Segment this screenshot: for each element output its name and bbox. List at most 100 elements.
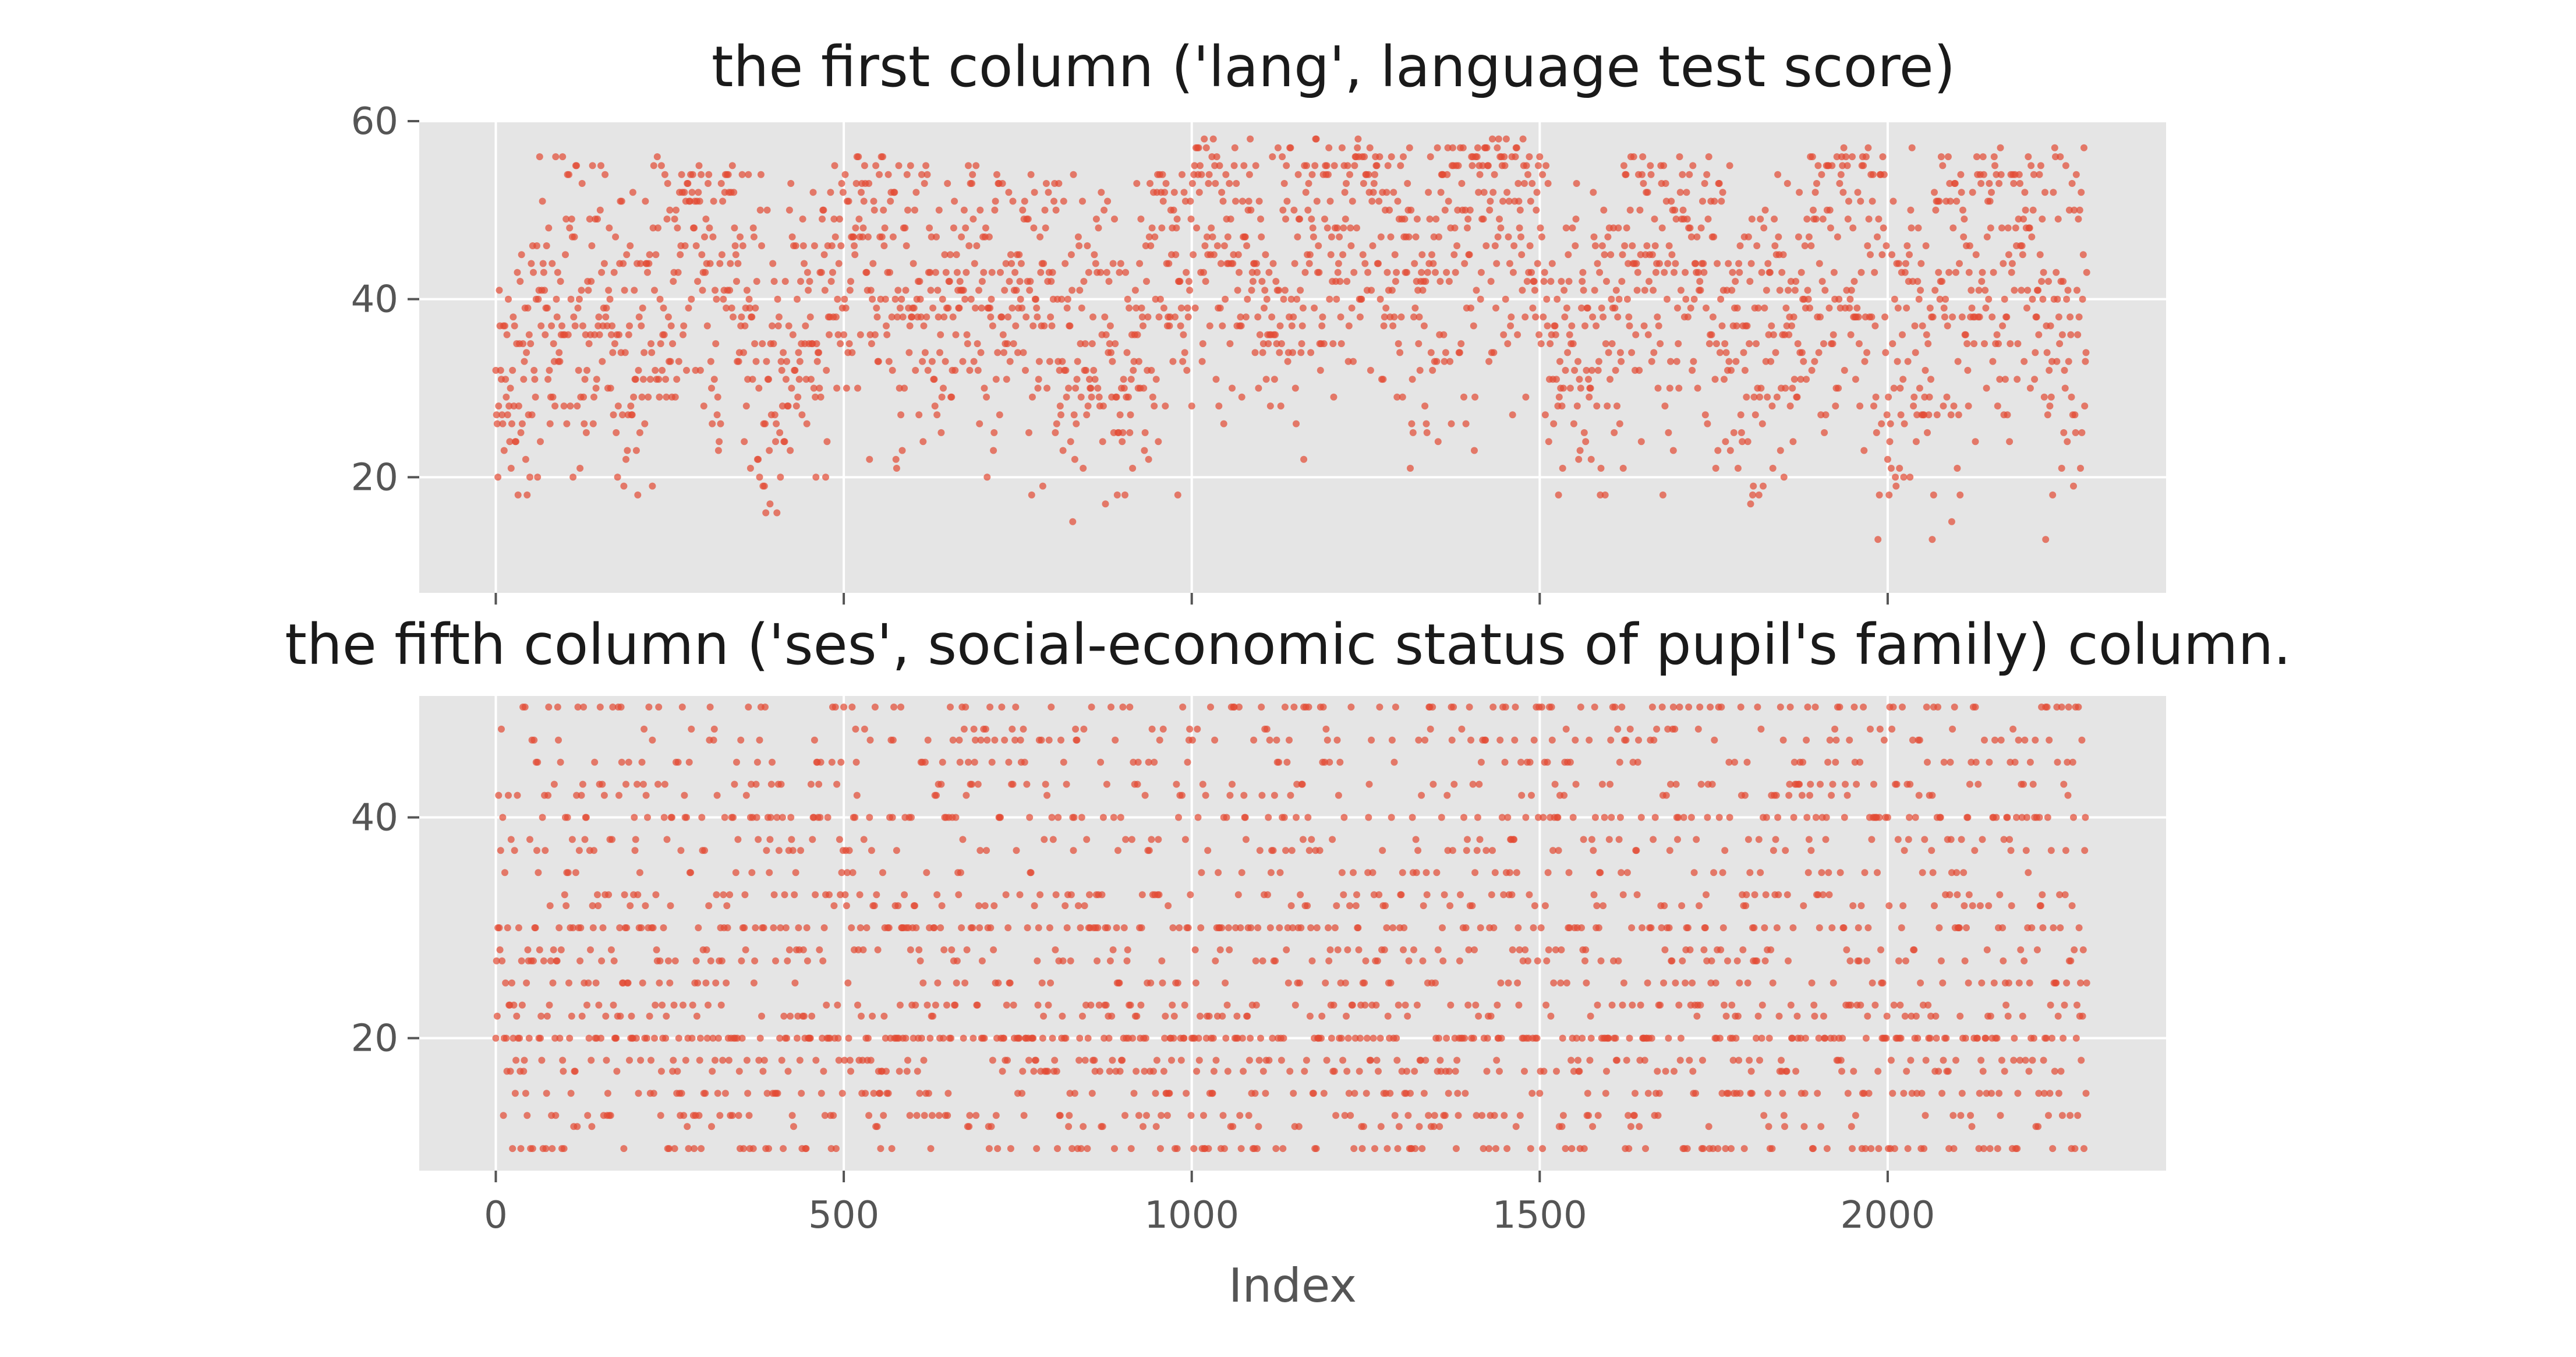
chart-bottom-point [696,1034,704,1042]
chart-bottom-point [2064,791,2072,799]
chart-top-point [496,287,503,294]
chart-bottom-point [779,814,786,821]
chart-top-point [1704,420,1711,427]
chart-bottom-point [1864,924,1872,931]
chart-bottom-point [1363,1034,1371,1042]
chart-top-point [1404,180,1411,187]
chart-bottom-point [1585,1112,1592,1119]
chart-bottom-point [1195,1056,1203,1064]
chart-bottom-point [1086,891,1093,899]
chart-top-point [1701,180,1708,187]
chart-top-point [1949,313,1956,321]
chart-top-point [619,411,626,419]
chart-bottom-point [1197,924,1205,931]
chart-top-point [1654,313,1661,321]
chart-bottom-point [959,836,967,843]
chart-top-point [840,331,848,338]
chart-bottom-point [1176,924,1183,931]
chart-bottom-point [752,780,760,788]
chart-top-point [1735,260,1743,267]
chart-bottom-point [1184,924,1192,931]
chart-top-point [1393,268,1400,276]
chart-top-point [1590,233,1598,241]
chart-bottom-point [849,869,857,877]
chart-top-point [1634,268,1641,276]
chart-top-point [873,304,880,312]
chart-bottom-point [731,780,738,788]
chart-bottom-point [1038,736,1045,744]
chart-top-point [1879,153,1887,161]
chart-bottom-point [1823,1145,1831,1153]
chart-bottom-point [1622,736,1630,744]
chart-bottom-point [1338,869,1346,877]
chart-bottom-point [1265,1056,1273,1064]
chart-top-point [588,278,595,285]
chart-top-point [713,411,721,419]
chart-top-point [1690,295,1698,303]
chart-bottom-point [1719,869,1726,877]
chart-bottom-point [1619,1001,1626,1009]
chart-top-point [855,153,862,161]
chart-top-point [2045,278,2052,285]
chart-bottom-point [1650,836,1657,843]
chart-bottom-point [723,979,730,987]
chart-bottom-point [1159,725,1167,733]
chart-bottom-point [2051,1068,2058,1075]
chart-top-point [1587,455,1595,463]
chart-bottom-point [1412,836,1420,843]
chart-bottom-point [968,780,975,788]
chart-top-point [739,242,746,249]
chart-top-point [1907,206,1915,214]
chart-top-point [1676,189,1684,196]
chart-bottom-point [1879,979,1887,987]
chart-bottom-point [705,902,713,910]
chart-top-point [1307,349,1315,356]
chart-bottom-point [1983,1090,1990,1097]
chart-top-point [759,340,766,348]
chart-top-point [1502,295,1509,303]
chart-bottom-point [2039,924,2047,931]
chart-top-point [1750,482,1757,490]
chart-top-point [2029,295,2036,303]
chart-bottom-point [518,1001,526,1009]
chart-bottom-point [1119,704,1127,711]
chart-bottom-point [1797,1034,1804,1042]
chart-top-point [716,260,724,267]
chart-top-point [1027,171,1035,178]
chart-bottom-point [1811,1012,1818,1020]
chart-bottom-point [1066,1090,1074,1097]
chart-bottom-point [1708,957,1715,964]
chart-bottom-point [1651,814,1659,821]
chart-top-point [1547,340,1554,348]
chart-bottom-point [769,758,776,766]
chart-bottom-point [969,924,976,931]
chart-bottom-point [827,1145,835,1153]
chart-bottom-point [1271,791,1278,799]
chart-top-point [928,233,935,241]
chart-bottom-point [744,1090,752,1097]
chart-top-point [1690,358,1697,365]
chart-bottom-point [927,1145,935,1153]
chart-top-point [769,260,777,267]
chart-top-point [1384,162,1392,169]
chart-bottom-point [1904,1145,1912,1153]
chart-top-point [931,402,939,410]
chart-top-point [1201,135,1208,143]
chart-bottom-point [885,924,893,931]
chart-bottom-point [656,957,664,964]
chart-bottom-point [1712,979,1719,987]
chart-bottom-point [1693,1012,1701,1020]
chart-bottom-point [588,1123,596,1130]
chart-top-point [1629,242,1636,249]
chart-bottom-point [1491,1112,1498,1119]
chart-bottom-point [1515,1001,1523,1009]
chart-bottom-point [1275,758,1283,766]
chart-top-point [1254,268,1261,276]
chart-top-point [760,482,768,490]
chart-top-point [1346,171,1353,178]
chart-top-point [1954,358,1962,365]
chart-bottom-point [1739,946,1747,953]
chart-bottom-point [2075,924,2083,931]
chart-bottom-point [1411,1145,1419,1153]
chart-top-point [1582,438,1590,446]
